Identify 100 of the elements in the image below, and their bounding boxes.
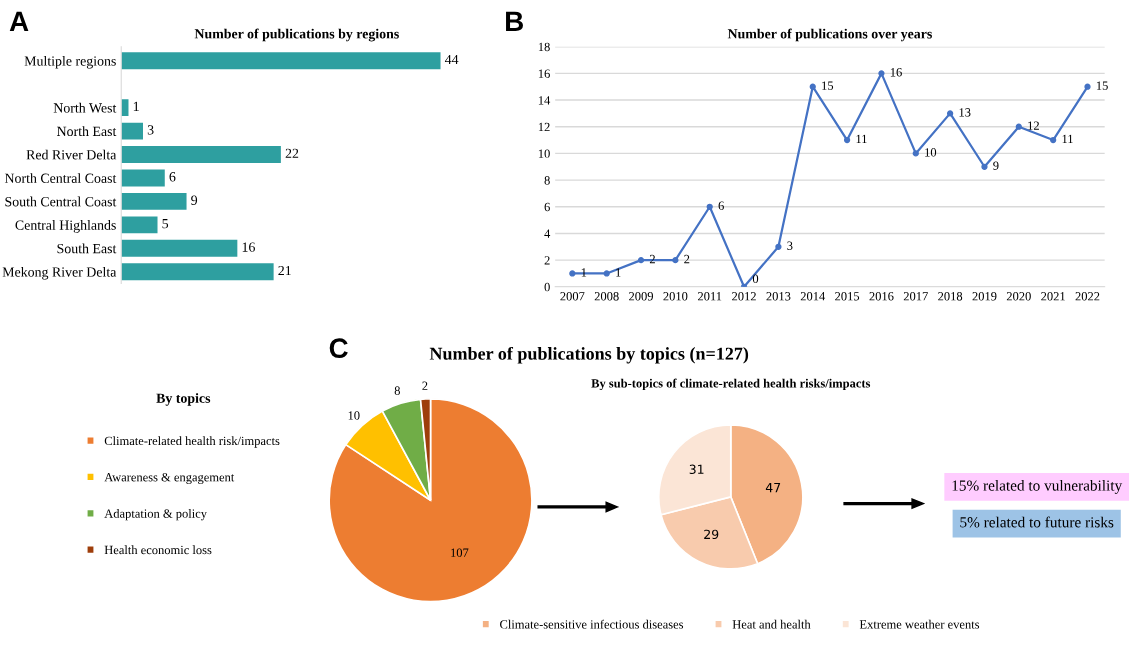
y-tick-label: Multiple regions: [24, 55, 116, 69]
y-tick-label: 18: [538, 42, 550, 52]
data-label: 10: [925, 148, 937, 157]
text: Number of publications by topics (n=127): [429, 346, 749, 364]
text: C: [329, 338, 348, 359]
data-label: 31: [689, 464, 704, 475]
point: [603, 270, 610, 277]
legend-label: Health economic loss: [104, 545, 212, 555]
legend-label: Heat and health: [732, 619, 811, 629]
data-label: 1: [616, 268, 621, 277]
x-tick-label: 2014: [800, 292, 826, 301]
legend-label: Climate-related health risk/impacts: [104, 436, 280, 448]
x-tick-label: 2010: [663, 292, 688, 301]
data-label: 3: [147, 125, 154, 135]
data-label: 15: [1096, 81, 1108, 90]
data-label: 44: [444, 54, 459, 65]
x-tick-label: 2011: [698, 292, 722, 301]
x-tick-label: 2020: [1006, 292, 1031, 301]
data-label: 21: [278, 265, 291, 276]
bar: [121, 122, 143, 140]
data-label: 2: [649, 254, 655, 264]
y-tick-label: 0: [544, 282, 550, 292]
y-tick-label: 2: [544, 256, 550, 265]
data-label: 13: [959, 108, 971, 117]
y-tick-label: North East: [56, 126, 117, 137]
data-label: 11: [856, 134, 867, 144]
text: 5% related to future risks: [960, 516, 1114, 528]
y-tick-label: Mekong River Delta: [2, 266, 117, 280]
point: [637, 257, 645, 264]
y-tick-label: South Central Coast: [5, 196, 117, 207]
bar: [121, 169, 165, 187]
y-tick-label: 4: [544, 229, 551, 238]
x-tick-label: 2021: [1041, 292, 1065, 301]
legend-label: Extreme weather events: [859, 619, 980, 629]
point: [775, 243, 782, 250]
x-tick-label: 2022: [1075, 292, 1100, 301]
bar: [121, 52, 441, 70]
point: [878, 70, 885, 77]
pie-slice: [328, 398, 533, 603]
y-tick-label: 6: [544, 202, 550, 212]
data-label: 9: [191, 195, 198, 205]
text: A: [9, 11, 29, 31]
data-label: 5: [162, 219, 169, 229]
data-label: 107: [451, 548, 469, 557]
point: [981, 163, 988, 170]
legend-title: By topics: [156, 393, 211, 406]
legend-label: Adaptation & policy: [104, 509, 207, 521]
bar: [121, 146, 281, 163]
data-label: 16: [890, 68, 902, 77]
point: [843, 136, 851, 144]
x-tick-label: 2017: [903, 292, 928, 301]
point: [1050, 136, 1057, 144]
data-label: 29: [704, 529, 719, 540]
data-label: 16: [242, 242, 255, 252]
y-tick-label: Central Highlands: [15, 220, 116, 233]
x-tick-label: 2012: [732, 292, 756, 301]
point: [672, 257, 679, 264]
x-tick-label: 2008: [594, 292, 619, 301]
chart-title: Number of publications over years: [727, 28, 932, 42]
point: [706, 203, 713, 210]
data-label: 3: [787, 241, 793, 250]
y-tick-label: South East: [57, 243, 117, 254]
bar: [121, 192, 187, 210]
y-tick-label: 8: [544, 176, 550, 185]
data-label: 1: [133, 101, 139, 111]
data-label: 10: [348, 411, 360, 420]
point: [1015, 123, 1022, 130]
bar: [121, 239, 238, 257]
x-tick-label: 2009: [629, 292, 654, 301]
y-tick-label: 14: [538, 96, 551, 105]
data-label: 6: [169, 172, 176, 182]
x-tick-label: 2013: [766, 292, 791, 301]
point: [912, 150, 919, 157]
text: B: [506, 11, 523, 31]
point: [947, 110, 954, 117]
data-label: 9: [993, 161, 999, 170]
chart-title: Number of publications by regions: [194, 28, 399, 42]
x-tick-label: 2016: [869, 292, 894, 301]
point: [809, 83, 816, 90]
data-label: 8: [394, 386, 400, 395]
bar: [121, 263, 274, 281]
point: [569, 270, 576, 277]
data-label: 12: [1028, 121, 1039, 130]
data-label: 0: [752, 274, 759, 283]
data-label: 6: [718, 201, 724, 210]
data-label: 15: [822, 81, 834, 90]
data-label: 2: [422, 381, 428, 390]
x-tick-label: 2019: [972, 292, 997, 301]
data-label: 22: [285, 148, 299, 158]
legend-label: Awareness & engagement: [104, 472, 235, 484]
y-tick-label: 12: [538, 122, 550, 132]
legend-label: Climate-sensitive infectious diseases: [500, 619, 684, 629]
chart-title: By sub-topics of climate-related health risks/impacts: [591, 378, 871, 391]
y-tick-label: North West: [53, 102, 117, 113]
y-tick-label: Red River Delta: [26, 149, 117, 160]
x-tick-label: 2015: [835, 292, 860, 301]
text: 15% related to vulnerability: [952, 479, 1123, 494]
data-label: 11: [1062, 134, 1073, 144]
x-tick-label: 2007: [560, 292, 585, 301]
y-tick-label: 10: [538, 149, 550, 158]
